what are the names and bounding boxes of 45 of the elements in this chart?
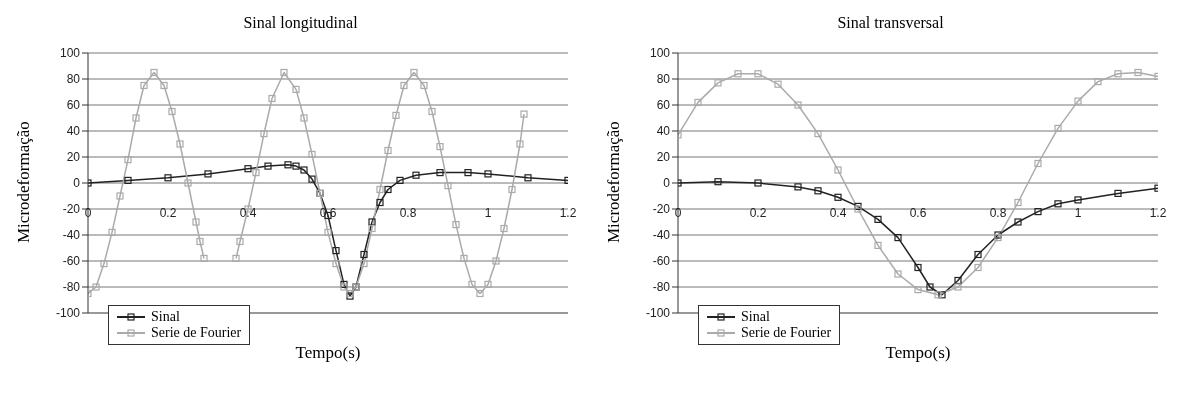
x-axis-title: Tempo(s) (885, 343, 951, 362)
x-tick-label: 0.6 (909, 206, 927, 220)
y-tick-label: -20 (652, 202, 671, 217)
chart-title: Sinal longitudinal (242, 13, 359, 34)
legend-label: Serie de Fourier (741, 325, 832, 341)
y-tick-label: -60 (652, 254, 671, 269)
y-tick-label: 40 (656, 124, 671, 139)
y-tick-label: -80 (652, 280, 671, 295)
y-tick-label: 80 (66, 72, 81, 87)
legend-label: Serie de Fourier (151, 325, 242, 341)
chart-title: Sinal transversal (836, 13, 945, 33)
y-tick-label: -20 (62, 202, 81, 217)
y-tick-label: -80 (62, 280, 81, 295)
y-tick-label: -40 (62, 228, 81, 243)
x-tick-label: 0 (84, 206, 92, 220)
y-tick-label: -60 (62, 254, 81, 269)
y-tick-label: -100 (645, 306, 671, 321)
y-tick-label: 80 (656, 72, 671, 87)
y-tick-label: 60 (656, 98, 671, 113)
y-axis-title: Microdeformação (14, 121, 34, 243)
x-tick-label: 1 (484, 206, 492, 220)
y-tick-label: 100 (59, 46, 81, 61)
x-tick-label: 0.2 (159, 206, 177, 220)
y-tick-label: 0 (663, 176, 671, 191)
y-tick-label: 60 (66, 98, 81, 113)
x-tick-label: 0 (674, 206, 682, 220)
x-axis-title: Tempo(s) (295, 343, 361, 362)
x-tick-label: 0.8 (989, 206, 1007, 220)
y-tick-label: -40 (652, 228, 671, 243)
x-tick-label: 0.4 (829, 206, 847, 220)
y-tick-label: 100 (649, 46, 671, 61)
legend-label: Sinal (741, 309, 770, 325)
y-tick-label: -100 (55, 306, 81, 321)
y-tick-label: 40 (66, 124, 81, 139)
x-tick-label: 1.2 (559, 206, 577, 220)
y-tick-label: 0 (73, 176, 81, 191)
x-tick-label: 1.2 (1149, 206, 1167, 220)
x-tick-label: 0.8 (399, 206, 417, 220)
y-tick-label: 20 (656, 150, 671, 165)
x-tick-label: 0.4 (239, 206, 257, 220)
legend-label: Sinal (151, 309, 180, 325)
y-tick-label: 20 (66, 150, 81, 165)
y-axis-title: Microdeformação (604, 121, 624, 243)
x-tick-label: 0.2 (749, 206, 767, 220)
x-tick-label: 1 (1074, 206, 1082, 220)
